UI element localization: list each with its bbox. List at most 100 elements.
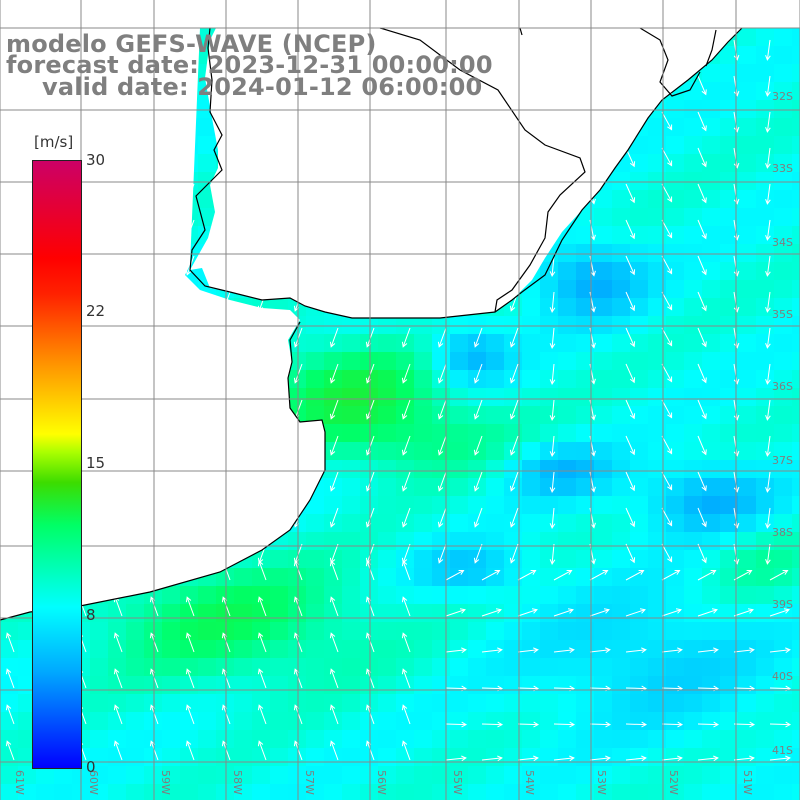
wind-speed-cell — [432, 748, 451, 767]
wind-speed-cell — [270, 640, 289, 659]
wind-speed-cell — [774, 640, 793, 659]
wind-speed-cell — [558, 712, 577, 731]
wind-speed-cell — [576, 244, 595, 263]
wind-speed-cell — [648, 442, 667, 461]
wind-speed-cell — [666, 712, 685, 731]
wind-speed-cell — [648, 262, 667, 281]
wind-vector-arrow — [481, 755, 503, 762]
wind-speed-cell — [774, 190, 793, 209]
wind-speed-cell — [792, 532, 800, 551]
wind-speed-cell — [486, 406, 505, 425]
wind-speed-cell — [324, 766, 343, 785]
wind-speed-cell — [738, 298, 757, 317]
wind-speed-cell — [360, 694, 379, 713]
wind-speed-cell — [576, 694, 595, 713]
wind-speed-cell — [738, 514, 757, 533]
wind-vector-arrow — [509, 363, 519, 384]
wind-speed-cell — [792, 172, 800, 191]
wind-speed-cell — [702, 478, 721, 497]
wind-vector-arrow — [473, 543, 483, 564]
wind-speed-cell — [540, 280, 559, 299]
wind-speed-cell — [432, 568, 451, 587]
wind-speed-cell — [630, 514, 649, 533]
wind-speed-cell — [540, 460, 559, 479]
wind-speed-cell — [666, 136, 685, 155]
wind-speed-cell — [504, 406, 523, 425]
wind-speed-cell — [792, 208, 800, 227]
wind-speed-cell — [468, 460, 487, 479]
wind-speed-cell — [378, 496, 397, 515]
wind-speed-cell — [648, 460, 667, 479]
wind-speed-cell — [738, 442, 757, 461]
wind-speed-cell — [432, 514, 451, 533]
wind-speed-cell — [198, 640, 217, 659]
wind-vector-arrow — [697, 435, 707, 456]
wind-vector-arrow — [401, 560, 411, 581]
wind-speed-cell — [216, 676, 235, 695]
wind-speed-cell — [378, 460, 397, 479]
wind-speed-cell — [486, 460, 505, 479]
wind-speed-cell — [126, 784, 145, 800]
wind-speed-cell — [378, 352, 397, 371]
wind-speed-cell — [558, 514, 577, 533]
wind-speed-cell — [558, 262, 577, 281]
wind-speed-cell — [774, 28, 793, 47]
wind-vector-arrow — [553, 608, 574, 617]
wind-speed-cell — [594, 640, 613, 659]
wind-speed-cell — [540, 712, 559, 731]
wind-speed-cell — [288, 694, 307, 713]
wind-speed-cell — [288, 712, 307, 731]
wind-speed-cell — [558, 370, 577, 389]
wind-speed-cell — [396, 568, 415, 587]
wind-vector-arrow — [765, 39, 771, 61]
wind-speed-cell — [684, 262, 703, 281]
wind-vector-arrow — [517, 608, 538, 617]
wind-speed-cell — [252, 748, 271, 767]
wind-speed-cell — [360, 586, 379, 605]
wind-speed-cell — [666, 784, 685, 800]
wind-speed-cell — [612, 658, 631, 677]
wind-speed-cell — [414, 388, 433, 407]
wind-speed-cell — [774, 730, 793, 749]
wind-speed-cell — [540, 496, 559, 515]
wind-vector-arrow — [481, 721, 504, 728]
wind-speed-cell — [738, 172, 757, 191]
wind-speed-cell — [324, 478, 343, 497]
wind-vector-arrow — [625, 647, 647, 654]
wind-speed-cell — [108, 712, 127, 731]
wind-speed-cell — [414, 586, 433, 605]
wind-speed-cell — [738, 406, 757, 425]
wind-speed-cell — [792, 784, 800, 800]
wind-vector-arrow — [697, 755, 719, 762]
wind-speed-cell — [360, 388, 379, 407]
wind-speed-cell — [648, 136, 667, 155]
wind-speed-cell — [576, 730, 595, 749]
wind-speed-cell — [270, 622, 289, 641]
wind-speed-cell — [396, 424, 415, 443]
wind-vector-arrow — [589, 608, 610, 617]
wind-speed-cell — [126, 766, 145, 785]
wind-speed-cell — [324, 550, 343, 569]
wind-speed-cell — [324, 370, 343, 389]
wind-speed-cell — [414, 676, 433, 695]
wind-vector-arrow — [661, 543, 673, 563]
wind-speed-cell — [504, 478, 523, 497]
longitude-label: 56W — [375, 770, 388, 795]
wind-speed-cell — [702, 712, 721, 731]
colorbar-unit: [m/s] — [34, 133, 74, 151]
wind-speed-cell — [756, 46, 775, 65]
wind-speed-cell — [792, 334, 800, 353]
wind-speed-cell — [738, 28, 757, 47]
wind-vector-arrow — [661, 327, 673, 347]
wind-speed-cell — [594, 334, 613, 353]
wind-vector-arrow — [113, 740, 123, 761]
wind-speed-cell — [414, 424, 433, 443]
wind-speed-cell — [792, 514, 800, 533]
wind-vector-arrow — [733, 755, 755, 762]
wind-speed-cell — [504, 730, 523, 749]
wind-speed-cell — [738, 190, 757, 209]
wind-vector-arrow — [697, 183, 707, 204]
wind-speed-cell — [270, 784, 289, 800]
wind-speed-cell — [198, 712, 217, 731]
wind-speed-cell — [504, 748, 523, 767]
